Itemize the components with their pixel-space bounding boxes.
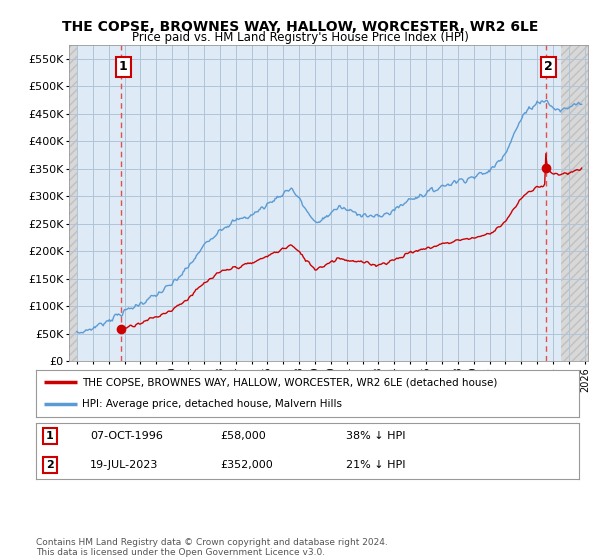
Text: Contains HM Land Registry data © Crown copyright and database right 2024.
This d: Contains HM Land Registry data © Crown c… xyxy=(36,538,388,557)
Text: 2: 2 xyxy=(544,60,553,73)
Text: THE COPSE, BROWNES WAY, HALLOW, WORCESTER, WR2 6LE (detached house): THE COPSE, BROWNES WAY, HALLOW, WORCESTE… xyxy=(82,377,497,388)
Text: £58,000: £58,000 xyxy=(221,431,266,441)
Text: HPI: Average price, detached house, Malvern Hills: HPI: Average price, detached house, Malv… xyxy=(82,399,342,409)
Text: Price paid vs. HM Land Registry's House Price Index (HPI): Price paid vs. HM Land Registry's House … xyxy=(131,31,469,44)
Text: 1: 1 xyxy=(46,431,53,441)
Text: 1: 1 xyxy=(119,60,128,73)
Bar xyxy=(69,45,77,361)
Text: THE COPSE, BROWNES WAY, HALLOW, WORCESTER, WR2 6LE: THE COPSE, BROWNES WAY, HALLOW, WORCESTE… xyxy=(62,20,538,34)
Text: 21% ↓ HPI: 21% ↓ HPI xyxy=(346,460,405,470)
Text: 2: 2 xyxy=(46,460,53,470)
Text: £352,000: £352,000 xyxy=(221,460,274,470)
Text: 19-JUL-2023: 19-JUL-2023 xyxy=(91,460,158,470)
Text: 07-OCT-1996: 07-OCT-1996 xyxy=(91,431,163,441)
Bar xyxy=(561,45,588,361)
Text: 38% ↓ HPI: 38% ↓ HPI xyxy=(346,431,405,441)
